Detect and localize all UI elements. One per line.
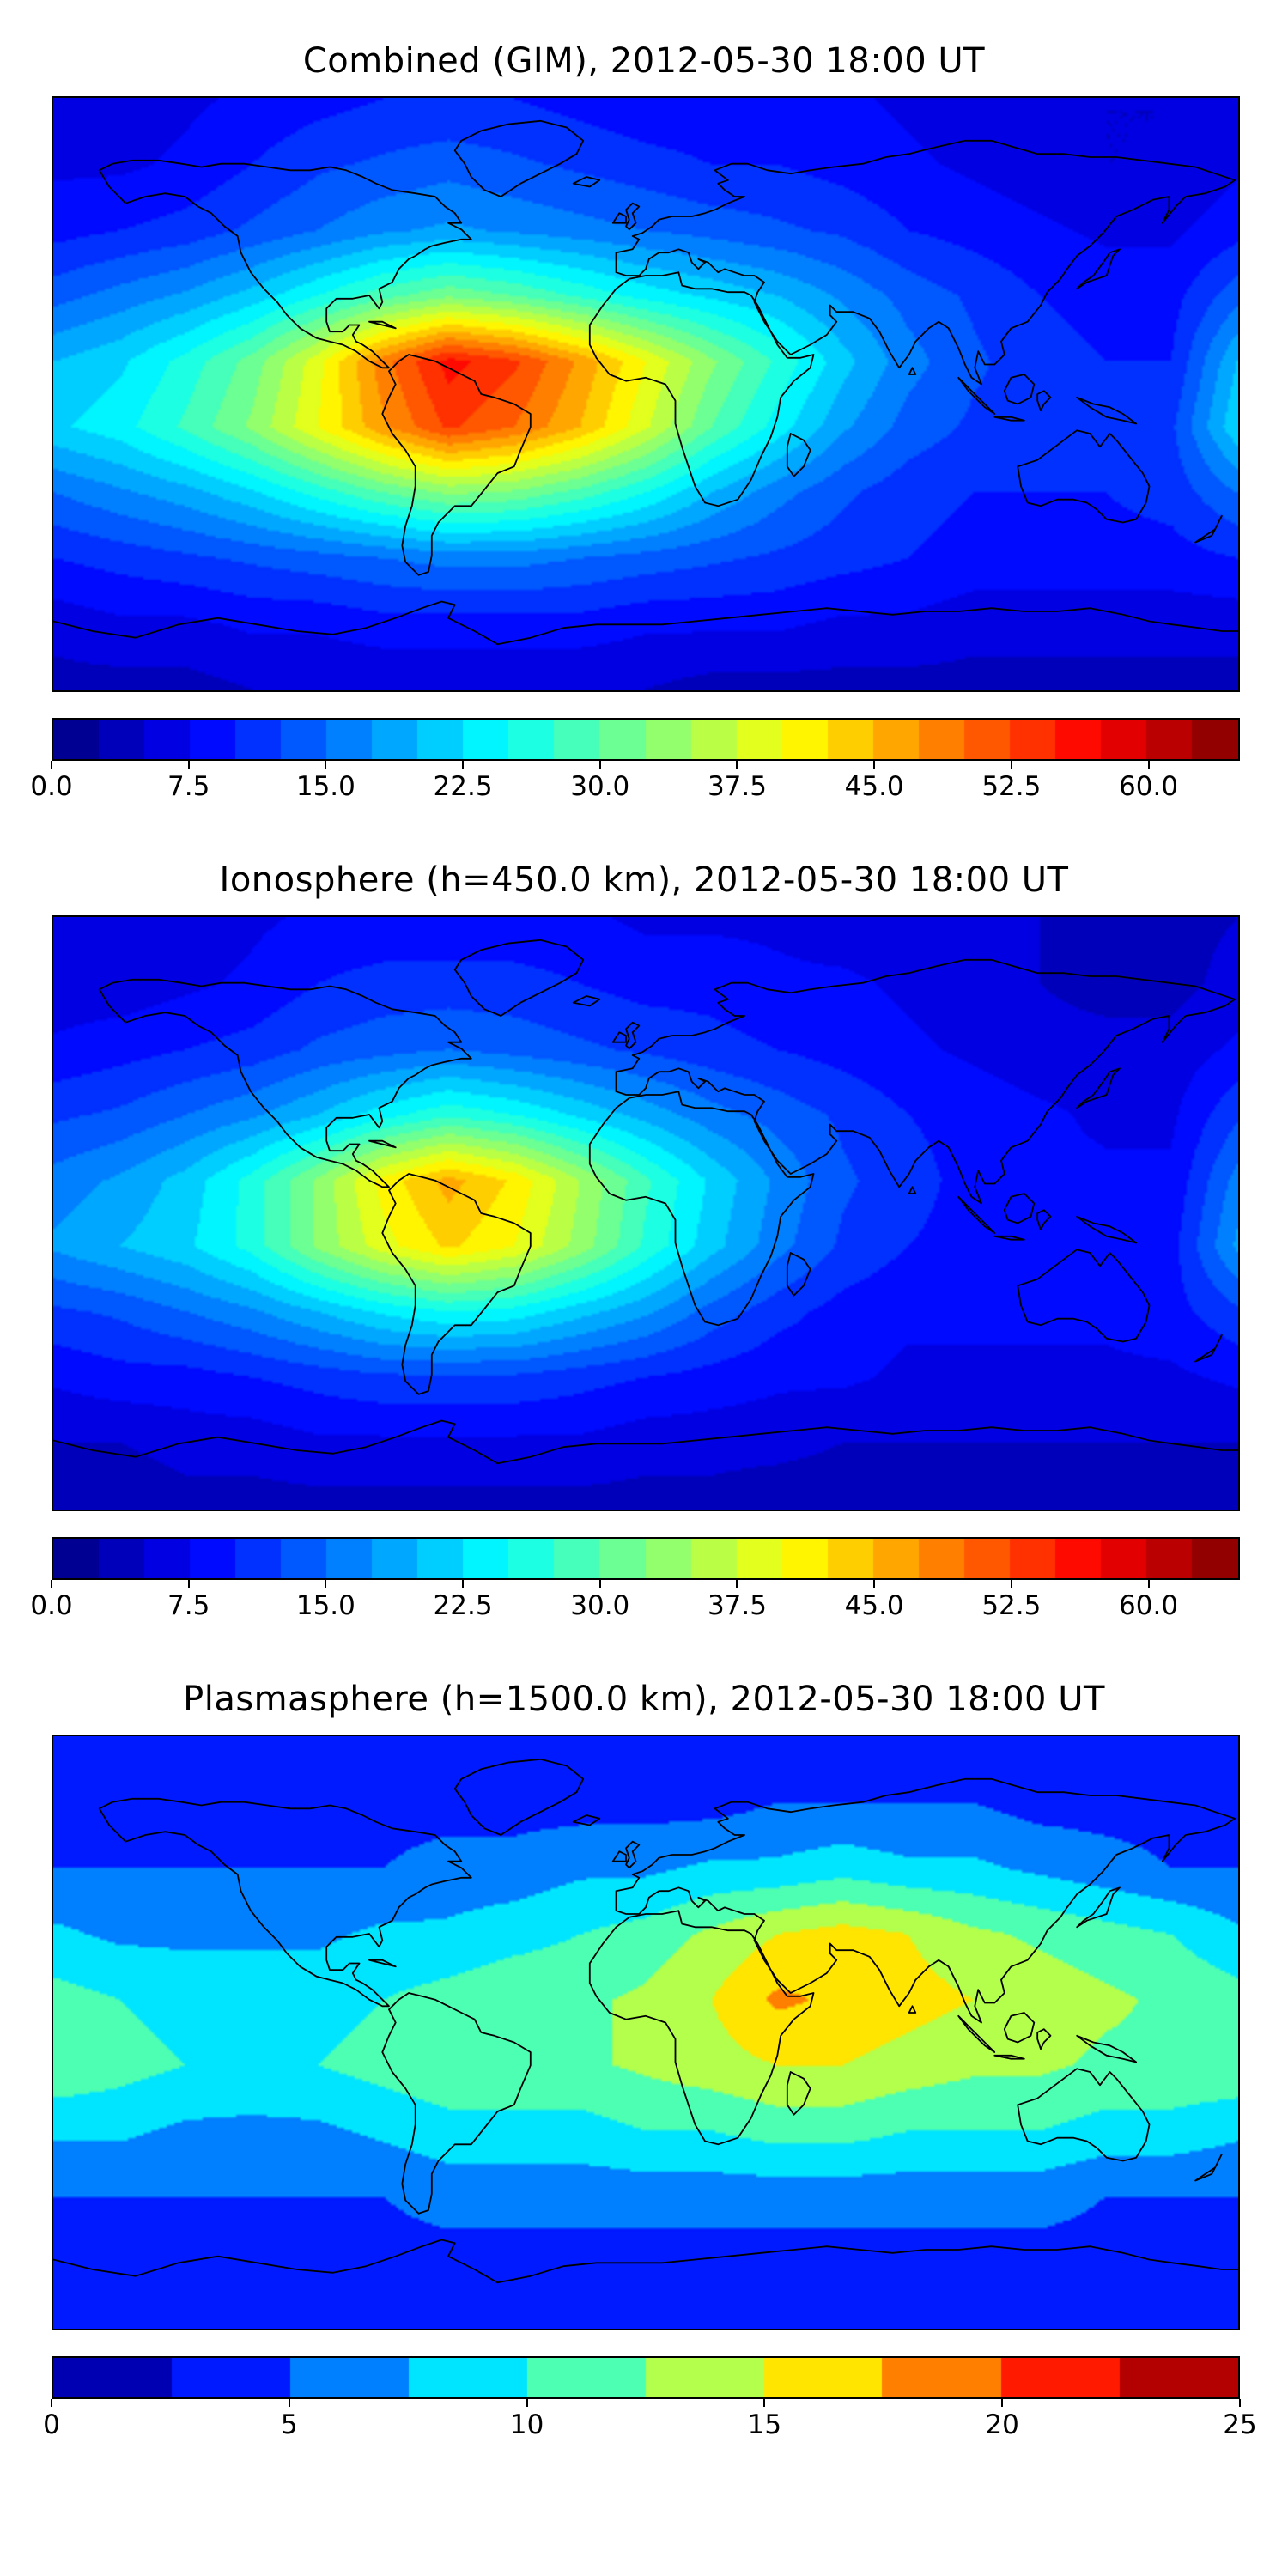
colorbar (52, 718, 1240, 761)
colorbar-tick-label: 0 (43, 2409, 60, 2440)
colorbar-ticks: 0.0 7.5 15.0 22.5 30.0 37.5 45.0 52.5 60.0 (30, 761, 1240, 811)
colorbar-tick-label: 25 (1223, 2409, 1257, 2440)
colorbar-tick (462, 761, 465, 769)
colorbar-tick-label: 52.5 (981, 1590, 1042, 1621)
colorbar-canvas (53, 720, 1238, 759)
panel-combined-gim: Combined (GIM), 2012-05-30 18:00 UT 0.0 7… (30, 41, 1240, 811)
colorbar-tick (598, 1580, 601, 1588)
colorbar-tick (1147, 761, 1150, 769)
colorbar-tick-label: 60.0 (1119, 771, 1179, 802)
colorbar-tick-label: 7.5 (167, 1590, 210, 1621)
tec-heatmap-canvas (53, 1736, 1238, 2329)
colorbar-tick (1010, 761, 1012, 769)
colorbar-tick (462, 1580, 465, 1588)
colorbar-tick-label: 15.0 (295, 771, 355, 802)
colorbar-tick (187, 1580, 190, 1588)
colorbar-tick (1147, 1580, 1150, 1588)
colorbar-canvas (53, 1539, 1238, 1578)
panel-ionosphere: Ionosphere (h=450.0 km), 2012-05-30 18:0… (30, 860, 1240, 1630)
panel-title: Ionosphere (h=450.0 km), 2012-05-30 18:0… (219, 860, 1069, 900)
panel-title: Combined (GIM), 2012-05-30 18:00 UT (302, 41, 986, 81)
colorbar-tick (598, 761, 601, 769)
colorbar-tick-label: 30.0 (570, 771, 630, 802)
colorbar-tick (51, 1580, 52, 1588)
colorbar-tick-label: 22.5 (433, 1590, 493, 1621)
panel-title: Plasmasphere (h=1500.0 km), 2012-05-30 1… (183, 1680, 1105, 1719)
colorbar-tick (736, 761, 738, 769)
colorbar-canvas (53, 2358, 1238, 2397)
colorbar-tick-label: 15 (747, 2409, 782, 2440)
colorbar-tick-label: 52.5 (981, 771, 1042, 802)
colorbar-ticks: 0.0 7.5 15.0 22.5 30.0 37.5 45.0 52.5 60.0 (30, 1580, 1240, 1630)
colorbar-tick (873, 761, 876, 769)
colorbar-tick (325, 761, 327, 769)
colorbar-tick-label: 30.0 (570, 1590, 630, 1621)
colorbar-tick-label: 0.0 (30, 771, 73, 802)
colorbar-tick-label: 37.5 (707, 1590, 767, 1621)
colorbar-tick (1001, 2399, 1004, 2407)
world-map-ionosphere (52, 915, 1240, 1511)
figure: Combined (GIM), 2012-05-30 18:00 UT 0.0 7… (30, 41, 1257, 2449)
colorbar-tick (51, 761, 52, 769)
colorbar-tick-label: 10 (509, 2409, 544, 2440)
colorbar-tick-label: 15.0 (295, 1590, 355, 1621)
colorbar-tick (187, 761, 190, 769)
colorbar-tick-label: 45.0 (844, 771, 904, 802)
colorbar-tick (763, 2399, 766, 2407)
colorbar-tick-label: 45.0 (844, 1590, 904, 1621)
coastlines-overlay (53, 119, 1238, 646)
world-map-plasmasphere (52, 1735, 1240, 2330)
colorbar-tick-label: 60.0 (1119, 1590, 1179, 1621)
colorbar-tick (873, 1580, 876, 1588)
colorbar (52, 1537, 1240, 1580)
colorbar-tick (1010, 1580, 1012, 1588)
colorbar-tick (736, 1580, 738, 1588)
colorbar-ticks: 0 5 10 15 20 25 (43, 2399, 1257, 2449)
colorbar-tick (288, 2399, 290, 2407)
colorbar-tick-label: 5 (280, 2409, 298, 2440)
panel-plasmasphere: Plasmasphere (h=1500.0 km), 2012-05-30 1… (43, 1680, 1257, 2449)
colorbar-tick-label: 20 (985, 2409, 1019, 2440)
colorbar-tick (526, 2399, 528, 2407)
tec-heatmap-canvas (53, 98, 1238, 690)
coastlines-overlay (53, 939, 1238, 1465)
colorbar-tick (1239, 2399, 1241, 2407)
colorbar-tick (51, 2399, 52, 2407)
coastlines-overlay (53, 1758, 1238, 2284)
colorbar-tick (325, 1580, 327, 1588)
colorbar-tick-label: 22.5 (433, 771, 493, 802)
colorbar-tick-label: 0.0 (30, 1590, 73, 1621)
colorbar-tick-label: 7.5 (167, 771, 210, 802)
world-map-combined (52, 96, 1240, 692)
colorbar (52, 2356, 1240, 2399)
tec-heatmap-canvas (53, 917, 1238, 1510)
colorbar-tick-label: 37.5 (707, 771, 767, 802)
